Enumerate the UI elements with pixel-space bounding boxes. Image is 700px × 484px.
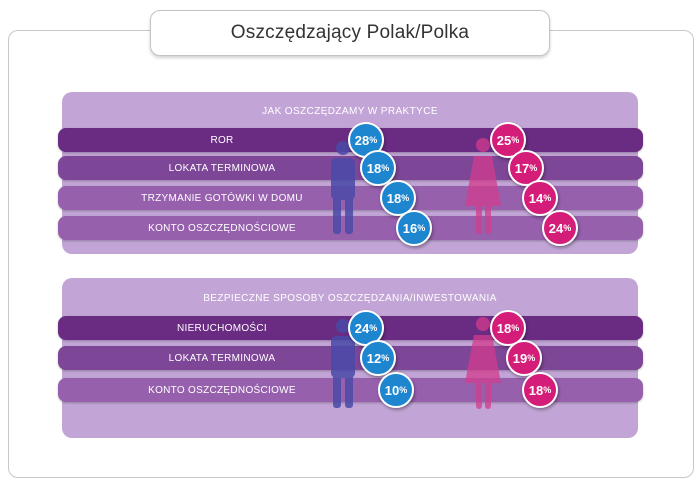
value-unit: %: [381, 163, 390, 173]
value-number: 12: [366, 350, 382, 366]
value-unit: %: [511, 135, 520, 145]
category-label: NIERUCHOMOŚCI: [176, 322, 267, 334]
panel-title: JAK OSZCZĘDZAMY W PRAKTYCE: [262, 106, 438, 117]
value-number: 18: [528, 382, 544, 398]
women-value-badge: 18%: [522, 372, 558, 408]
category-label: ROR: [210, 134, 234, 146]
men-value-badge: 12%: [360, 340, 396, 376]
category-bar: LOKATA TERMINOWA: [58, 346, 643, 370]
value-number: 28: [354, 132, 370, 148]
women-value-badge: 14%: [522, 180, 558, 216]
men-value-badge: 10%: [378, 372, 414, 408]
value-unit: %: [511, 323, 520, 333]
value-unit: %: [401, 193, 410, 203]
value-number: 24: [548, 220, 564, 236]
value-number: 17: [514, 160, 530, 176]
value-number: 18: [496, 320, 512, 336]
category-label: LOKATA TERMINOWA: [168, 352, 276, 364]
value-unit: %: [527, 353, 536, 363]
men-value-badge: 18%: [360, 150, 396, 186]
value-unit: %: [543, 193, 552, 203]
value-number: 18: [386, 190, 402, 206]
value-number: 18: [366, 160, 382, 176]
value-number: 19: [512, 350, 528, 366]
value-unit: %: [381, 353, 390, 363]
value-unit: %: [417, 223, 426, 233]
men-value-badge: 16%: [396, 210, 432, 246]
women-value-badge: 19%: [506, 340, 542, 376]
value-number: 14: [528, 190, 544, 206]
value-unit: %: [369, 323, 378, 333]
value-unit: %: [563, 223, 572, 233]
infographic-title: Oszczędzający Polak/Polka: [150, 10, 550, 56]
value-unit: %: [543, 385, 552, 395]
value-number: 24: [354, 320, 370, 336]
category-label: KONTO OSZCZĘDNOŚCIOWE: [148, 384, 296, 396]
value-unit: %: [399, 385, 408, 395]
category-label: KONTO OSZCZĘDNOŚCIOWE: [148, 222, 296, 234]
value-unit: %: [529, 163, 538, 173]
panel-title: BEZPIECZNE SPOSOBY OSZCZĘDZANIA/INWESTOW…: [203, 293, 497, 304]
category-label: TRZYMANIE GOTÓWKI W DOMU: [141, 192, 303, 204]
category-label: LOKATA TERMINOWA: [168, 162, 276, 174]
value-number: 10: [384, 382, 400, 398]
category-bar: LOKATA TERMINOWA: [58, 156, 643, 180]
value-number: 25: [496, 132, 512, 148]
women-value-badge: 24%: [542, 210, 578, 246]
value-unit: %: [369, 135, 378, 145]
value-number: 16: [402, 220, 418, 236]
